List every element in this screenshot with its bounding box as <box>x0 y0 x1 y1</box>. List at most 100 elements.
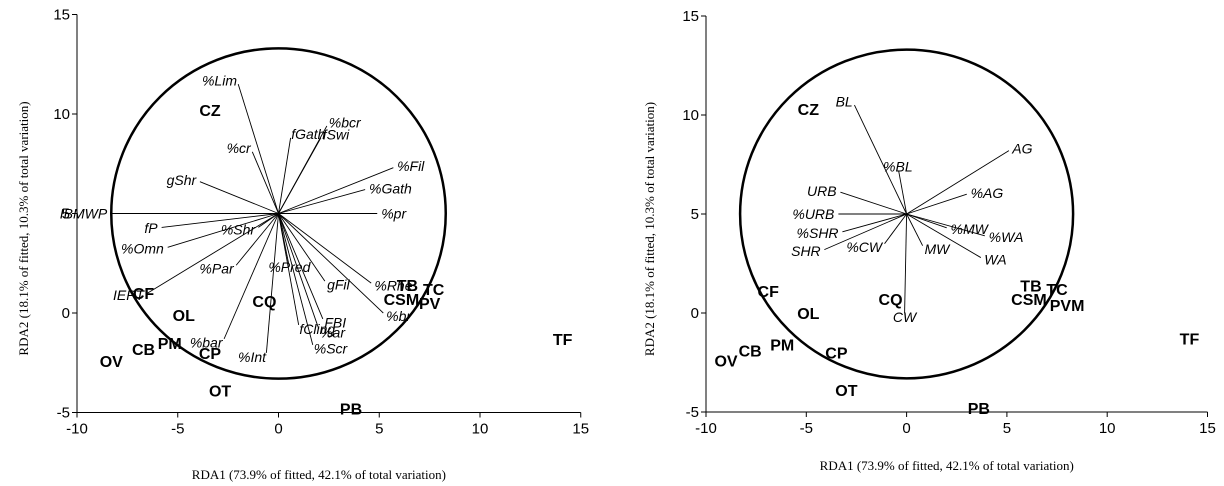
vector-line <box>906 213 985 237</box>
x-tick-label: 10 <box>472 421 489 438</box>
vector-line <box>842 213 907 233</box>
vector-label: %Lim <box>202 72 237 88</box>
vector-line <box>235 213 279 266</box>
vector-label: %bar <box>190 335 224 351</box>
site-label: PM <box>770 338 794 355</box>
site-label: OT <box>835 383 857 400</box>
site-label: TF <box>553 332 573 349</box>
vector-line <box>278 189 366 214</box>
site-label: OL <box>173 308 195 325</box>
vector-label: %Int <box>238 349 267 365</box>
vector-line <box>161 213 279 228</box>
vector-label: %Shr <box>221 222 257 238</box>
x-tick-label: 5 <box>1003 420 1011 437</box>
vector-line <box>278 213 372 284</box>
vector-label: %AG <box>971 185 1004 201</box>
vector-line <box>278 213 384 314</box>
y-tick-label: 10 <box>53 106 70 123</box>
vector-label: %cr <box>227 140 252 156</box>
vector-label: fGath <box>291 126 325 142</box>
vector-line <box>906 193 967 215</box>
y-tick-label: -5 <box>686 404 699 421</box>
vector-label: SHR <box>791 243 821 259</box>
vector-line <box>265 213 279 353</box>
vector-label: %Pred <box>268 259 311 275</box>
y-tick-label: 5 <box>62 206 70 223</box>
vector-line <box>278 213 314 345</box>
vector-label: CW <box>893 309 918 325</box>
y-tick-label: 5 <box>691 206 699 223</box>
vector-label: %Par <box>199 260 235 276</box>
vector-label: FBI <box>324 315 346 331</box>
x-tick-label: 10 <box>1099 420 1116 437</box>
vector-label: URB <box>807 183 837 199</box>
vector-line <box>824 213 907 251</box>
vector-label: %bcr <box>329 114 362 130</box>
vector-label: IEPT <box>113 287 146 303</box>
vector-label: %pr <box>381 206 407 222</box>
vector-label: IBMWP <box>60 206 108 222</box>
x-tick-label: -5 <box>800 420 813 437</box>
vector-label: %MW <box>951 221 990 237</box>
vector-line <box>906 213 924 246</box>
x-axis-title: RDA1 (73.9% of fitted, 42.1% of total va… <box>820 458 1074 473</box>
vector-line <box>147 213 279 294</box>
vector-label: %WA <box>989 229 1024 245</box>
vector-label: WA <box>984 252 1006 268</box>
site-label: TB <box>1020 278 1041 295</box>
x-tick-label: -10 <box>695 420 717 437</box>
vector-label: %Rhe <box>374 278 412 294</box>
vector-label: %Scr <box>314 341 349 357</box>
vector-label: %SHR <box>797 225 839 241</box>
x-tick-label: 0 <box>274 421 282 438</box>
y-tick-label: 0 <box>62 305 70 322</box>
site-label: CP <box>825 346 848 363</box>
x-tick-label: 0 <box>902 420 910 437</box>
vector-label: AG <box>1011 141 1032 157</box>
site-label: OV <box>100 354 123 371</box>
vector-line <box>884 213 907 244</box>
vector-line <box>854 104 908 215</box>
site-label: CSM <box>1011 292 1047 309</box>
site-label: CZ <box>199 103 221 120</box>
vector-label: fP <box>144 220 158 236</box>
site-label: CP <box>199 346 222 363</box>
x-tick-label: -5 <box>171 421 184 438</box>
site-label: OV <box>714 354 737 371</box>
correlation-circle <box>738 48 1075 380</box>
vector-label: %BL <box>883 159 913 175</box>
site-label: PM <box>158 336 182 353</box>
vector-label: BL <box>836 93 853 109</box>
vector-line <box>278 137 322 214</box>
site-label: TF <box>1180 332 1200 349</box>
vector-line <box>278 167 394 214</box>
vector-label: %ar <box>320 325 346 341</box>
vector-line <box>278 213 324 320</box>
vector-label: fSwi <box>323 126 350 142</box>
site-label: TC <box>1046 282 1068 299</box>
vector-line <box>278 213 300 326</box>
y-axis-title: RDA2 (18.1% of fitted, 10.3% of total va… <box>16 101 31 355</box>
x-tick-label: 5 <box>375 421 383 438</box>
vector-label: %URB <box>792 206 834 222</box>
vector-label: %Fil <box>397 158 425 174</box>
vector-line <box>278 137 292 214</box>
site-label: PV <box>419 296 441 313</box>
site-label: CF <box>758 284 780 301</box>
vector-line <box>840 191 907 215</box>
y-axis-title: RDA2 (18.1% of fitted, 10.3% of total va… <box>642 102 657 356</box>
vector-line <box>906 150 1010 215</box>
vector-line <box>898 170 908 215</box>
y-tick-label: 15 <box>682 8 699 25</box>
y-tick-label: -5 <box>57 405 70 422</box>
site-label: OL <box>797 306 819 323</box>
vector-label: gShr <box>167 172 198 188</box>
x-axis-title: RDA1 (73.9% of fitted, 42.1% of total va… <box>192 467 446 482</box>
site-label: CQ <box>252 294 276 311</box>
vector-line <box>906 213 982 258</box>
vector-label: %br <box>386 308 412 324</box>
site-label: TC <box>423 282 445 299</box>
y-tick-label: 10 <box>682 107 699 124</box>
